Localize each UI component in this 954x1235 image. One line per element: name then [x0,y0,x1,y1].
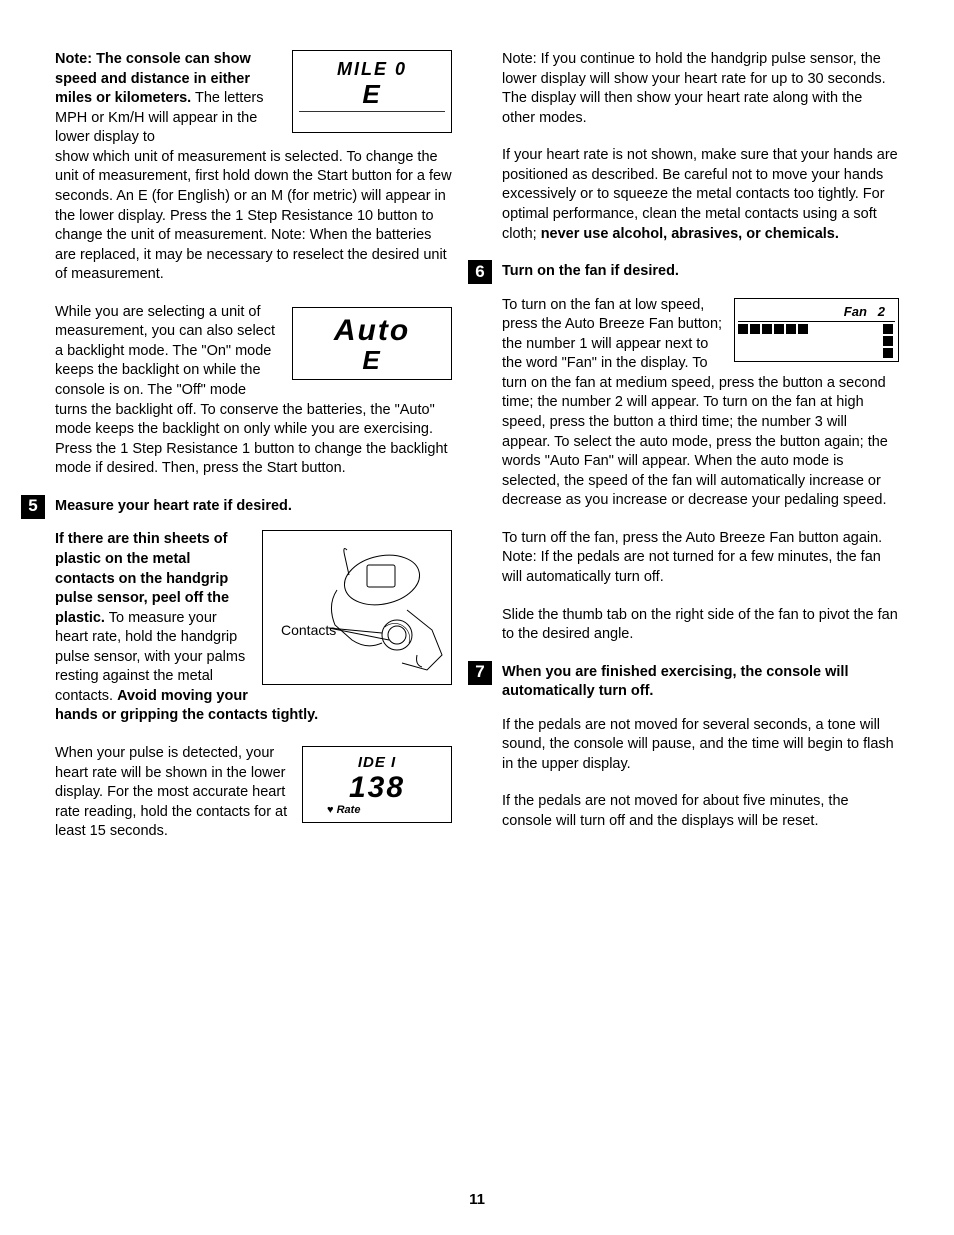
handgrip-svg [267,535,452,685]
step6-text-b: fan at medium speed, press the button a … [502,375,888,508]
fan-blocks-left [738,324,808,358]
display-lower-text: E [299,81,445,107]
step7-para1: If the pedals are not moved for several … [502,716,899,775]
paragraph-unit-measurement: MILE 0 E Note: The console can show spee… [55,50,452,285]
step-7: 7 When you are finished exercising, the … [502,663,899,832]
rate-number: 138 [309,773,445,803]
step-6-heading: Turn on the fan if desired. [502,262,899,282]
right-p2: If your heart rate is not shown, make su… [502,146,899,244]
display-upper-text: MILE 0 [299,57,445,81]
console-display-mile: MILE 0 E [292,50,452,133]
display-auto-upper: Auto [299,314,445,347]
fan-display: Fan 2 [734,298,899,363]
contacts-label: Contacts [281,621,336,640]
step-5-heading: Measure your heart rate if desired. [55,497,452,517]
rate-label: ♥ Rate [309,803,445,818]
step6-para1: Fan 2 To turn on the fan at low speed, p… [502,296,899,511]
right-p1: Note: If you continue to hold the handgr… [502,50,899,128]
step7-para2: If the pedals are not moved for about fi… [502,792,899,831]
step-7-heading: When you are finished exercising, the co… [502,663,899,702]
step-number-6: 6 [468,260,492,284]
step5-para1: Contacts If there are thin sheets of pla… [55,530,452,726]
step-5: 5 Measure your heart rate if desired. [55,497,452,842]
step5-p2-text: When your pulse is detected, your heart … [55,745,287,839]
fan-blocks-right [883,324,893,358]
page-number: 11 [0,1190,954,1210]
fan-row-label: Fan 2 [738,302,895,323]
step-6: 6 Turn on the fan if desired. Fan 2 [502,262,899,645]
step6-para2: To turn off the fan, press the Auto Bree… [502,529,899,588]
step6-para3: Slide the thumb tab on the right side of… [502,606,899,645]
step5-text1a: To measure your [105,610,217,626]
rate-upper: IDE I [309,753,445,773]
para-text: While you are selecting a unit of measur… [55,304,275,379]
heart-rate-display: IDE I 138 ♥ Rate [302,746,452,823]
paragraph-backlight: Auto E While you are selecting a unit of… [55,303,452,479]
display-auto-lower: E [299,347,445,373]
step-number-7: 7 [468,661,492,685]
para-text-cont: console is on. The "Off" mode turns the … [55,382,448,476]
heart-icon: ♥ [327,804,334,816]
console-display-auto: Auto E [292,307,452,380]
step5-para2: IDE I 138 ♥ Rate When your pulse is dete… [55,744,452,842]
step-number-5: 5 [21,495,45,519]
para-text-cont: show which unit of measurement is select… [55,149,452,282]
contacts-illustration: Contacts [262,530,452,685]
